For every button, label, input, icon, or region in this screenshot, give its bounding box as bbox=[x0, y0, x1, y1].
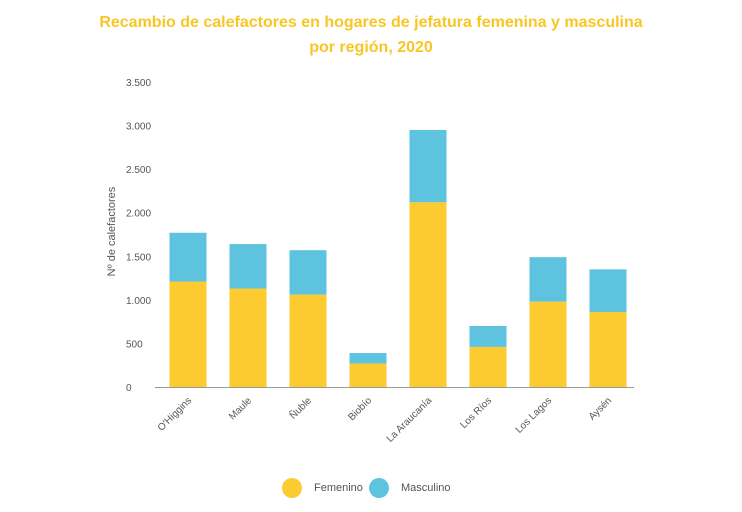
chart-title-line-2: por región, 2020 bbox=[309, 39, 433, 56]
stacked-bar-chart: 0 500 1.000 1.500 2.000 2.500 3.000 3.500 Nº de … bbox=[106, 78, 634, 445]
x-tick-label: Biobío bbox=[346, 395, 374, 423]
chart-legend: Femenino Masculino bbox=[0, 478, 742, 502]
bar-femenino bbox=[409, 202, 447, 387]
x-tick-label: Aysén bbox=[587, 395, 614, 422]
y-tick-label: 1.000 bbox=[126, 296, 151, 307]
bar-masculino bbox=[469, 326, 507, 347]
legend-swatch-masculino bbox=[369, 478, 389, 498]
bar-femenino bbox=[229, 288, 267, 387]
bar-masculino bbox=[589, 269, 627, 313]
legend-item-masculino: Masculino bbox=[369, 478, 451, 498]
bar-masculino bbox=[349, 353, 387, 364]
bar-femenino bbox=[169, 281, 207, 387]
y-tick-label: 0 bbox=[126, 383, 132, 394]
chart-title: Recambio de calefactores en hogares de j… bbox=[0, 10, 742, 60]
bar-femenino bbox=[529, 301, 567, 387]
bar-masculino bbox=[529, 257, 567, 302]
x-tick-label: La Araucanía bbox=[385, 395, 435, 445]
bar-femenino bbox=[589, 312, 627, 387]
x-tick-label: Los Ríos bbox=[458, 395, 494, 431]
bar-masculino bbox=[289, 250, 327, 295]
bar-femenino bbox=[469, 346, 507, 387]
bar-masculino bbox=[409, 129, 447, 203]
bar-femenino bbox=[349, 363, 387, 387]
x-tick-label: Ñuble bbox=[286, 394, 314, 422]
x-tick-label: O'Higgins bbox=[156, 395, 194, 433]
y-tick-label: 1.500 bbox=[126, 252, 151, 263]
chart-title-line-1: Recambio de calefactores en hogares de j… bbox=[99, 14, 643, 31]
bar-femenino bbox=[289, 294, 327, 387]
y-axis-label: Nº de calefactores bbox=[106, 186, 118, 276]
y-tick-label: 2.000 bbox=[126, 209, 151, 220]
bar-masculino bbox=[229, 244, 267, 289]
legend-swatch-femenino bbox=[282, 478, 302, 498]
x-tick-label: Maule bbox=[227, 395, 254, 422]
legend-item-femenino: Femenino bbox=[282, 478, 363, 498]
y-tick-label: 3.500 bbox=[126, 78, 151, 89]
legend-label-masculino: Masculino bbox=[401, 482, 451, 494]
bar-masculino bbox=[169, 232, 207, 282]
y-tick-label: 500 bbox=[126, 339, 143, 350]
y-tick-label: 3.000 bbox=[126, 122, 151, 133]
y-tick-label: 2.500 bbox=[126, 165, 151, 176]
x-tick-label: Los Lagos bbox=[514, 395, 554, 435]
legend-label-femenino: Femenino bbox=[314, 482, 363, 494]
